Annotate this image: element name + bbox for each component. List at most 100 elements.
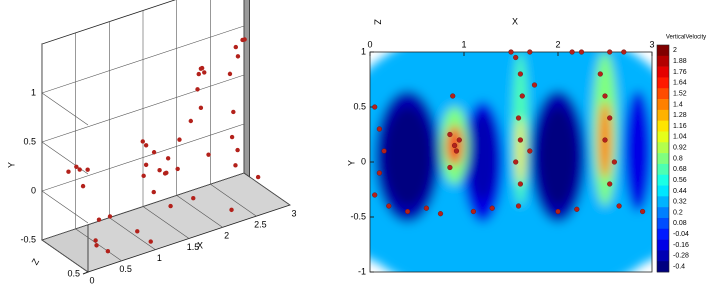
grid-line — [41, 239, 89, 273]
colorbar-label: -0.28 — [673, 253, 689, 260]
data-point — [386, 203, 392, 209]
data-point — [229, 134, 235, 140]
grid-line — [109, 217, 156, 250]
data-point — [517, 181, 524, 187]
data-point — [519, 93, 525, 99]
y-axis-label: Y — [346, 160, 356, 166]
data-point — [135, 229, 140, 234]
colorbar-label: 1.16 — [673, 123, 687, 130]
data-point — [447, 131, 453, 138]
x-tick-label: 3 — [649, 39, 654, 49]
grid-line — [41, 172, 245, 241]
colorbar-band — [657, 217, 669, 230]
contour-panel: 0 1 2 3-1-0.500.51 21.881.761.641.521.41.281… — [350, 39, 689, 276]
grid-line — [243, 172, 291, 206]
y-tick-label: -1 — [358, 266, 366, 276]
data-point — [198, 66, 204, 71]
colorbar-label: 0.56 — [673, 177, 687, 184]
colorbar-band — [657, 66, 669, 78]
contour-field — [370, 52, 652, 272]
data-point — [77, 167, 82, 172]
colorbar-label: 1.04 — [673, 134, 687, 141]
y-tick-label: 1 — [361, 46, 366, 56]
data-point — [140, 139, 145, 144]
colorbar-band — [657, 163, 669, 176]
data-point — [231, 109, 236, 115]
data-point — [372, 192, 378, 198]
colorbar-label: 0.92 — [673, 145, 687, 152]
colorbar-band — [657, 109, 669, 121]
colorbar-band — [657, 120, 669, 132]
data-point — [242, 37, 247, 42]
data-point — [517, 71, 524, 77]
colorbar-band — [657, 228, 669, 240]
field-blur — [370, 52, 652, 272]
colorbar-label: 0.08 — [673, 220, 687, 227]
data-point — [143, 143, 149, 148]
y-tick-label: 0 — [31, 185, 36, 195]
colorbar-frame — [656, 44, 670, 273]
data-point — [233, 163, 238, 168]
data-point — [162, 171, 168, 176]
data-point — [405, 208, 411, 215]
data-point — [517, 137, 524, 143]
x-tick-label: 1 — [461, 39, 466, 49]
data-point — [233, 44, 238, 50]
data-point — [80, 183, 86, 189]
data-point — [229, 207, 234, 213]
end-wall — [243, 0, 250, 178]
grid-line — [41, 25, 245, 94]
data-point — [450, 93, 456, 99]
data-point — [107, 214, 113, 219]
data-point — [489, 205, 495, 211]
data-point — [513, 159, 519, 165]
field-region — [516, 118, 525, 184]
data-point — [376, 170, 383, 176]
data-point — [639, 208, 646, 215]
x-tick-label: 0 — [367, 39, 372, 49]
data-point — [94, 243, 99, 248]
data-point — [527, 148, 533, 154]
x-axis-label: X — [197, 240, 203, 250]
grid-line — [41, 190, 89, 224]
colorbar-band — [657, 99, 669, 111]
data-point — [453, 148, 460, 154]
data-point — [235, 147, 240, 153]
data-point — [96, 217, 102, 222]
x-tick-label: 2 — [224, 231, 229, 241]
y-tick-label: -0.5 — [350, 211, 366, 221]
z-tick-label: 0.5 — [67, 268, 80, 278]
y-tick-label: 0.5 — [23, 136, 36, 146]
data-point — [235, 54, 241, 59]
data-point — [177, 137, 182, 142]
colorbar-band — [657, 131, 669, 143]
data-point — [93, 238, 98, 243]
y-tick-label: 1 — [31, 87, 36, 97]
x-tick-label: 0.5 — [119, 264, 132, 274]
data-point — [447, 164, 453, 171]
data-point — [227, 71, 233, 77]
data-point — [574, 206, 580, 212]
grid-line — [41, 74, 245, 143]
grid-line — [41, 92, 89, 126]
colorbar-band — [657, 55, 669, 67]
tick-mark — [82, 271, 89, 275]
data-point — [376, 126, 383, 132]
data-point — [527, 49, 533, 55]
colorbar-band — [657, 261, 669, 273]
data-point — [607, 49, 613, 55]
grid-line — [142, 206, 190, 239]
x-tick-label: 1 — [157, 253, 162, 263]
field-region — [539, 107, 577, 206]
colorbar-label: 1.88 — [673, 58, 687, 65]
grid-line — [41, 123, 245, 192]
data-point — [611, 159, 618, 165]
colorbar-label: 1.64 — [673, 80, 687, 87]
colorbar-title: VerticalVelocity — [666, 35, 706, 41]
data-point — [206, 152, 211, 157]
data-point — [513, 54, 519, 61]
x-tick-label: 3 — [291, 208, 296, 218]
colorbar-label: -0.04 — [673, 231, 689, 238]
data-point — [423, 205, 430, 211]
data-point — [470, 208, 477, 215]
